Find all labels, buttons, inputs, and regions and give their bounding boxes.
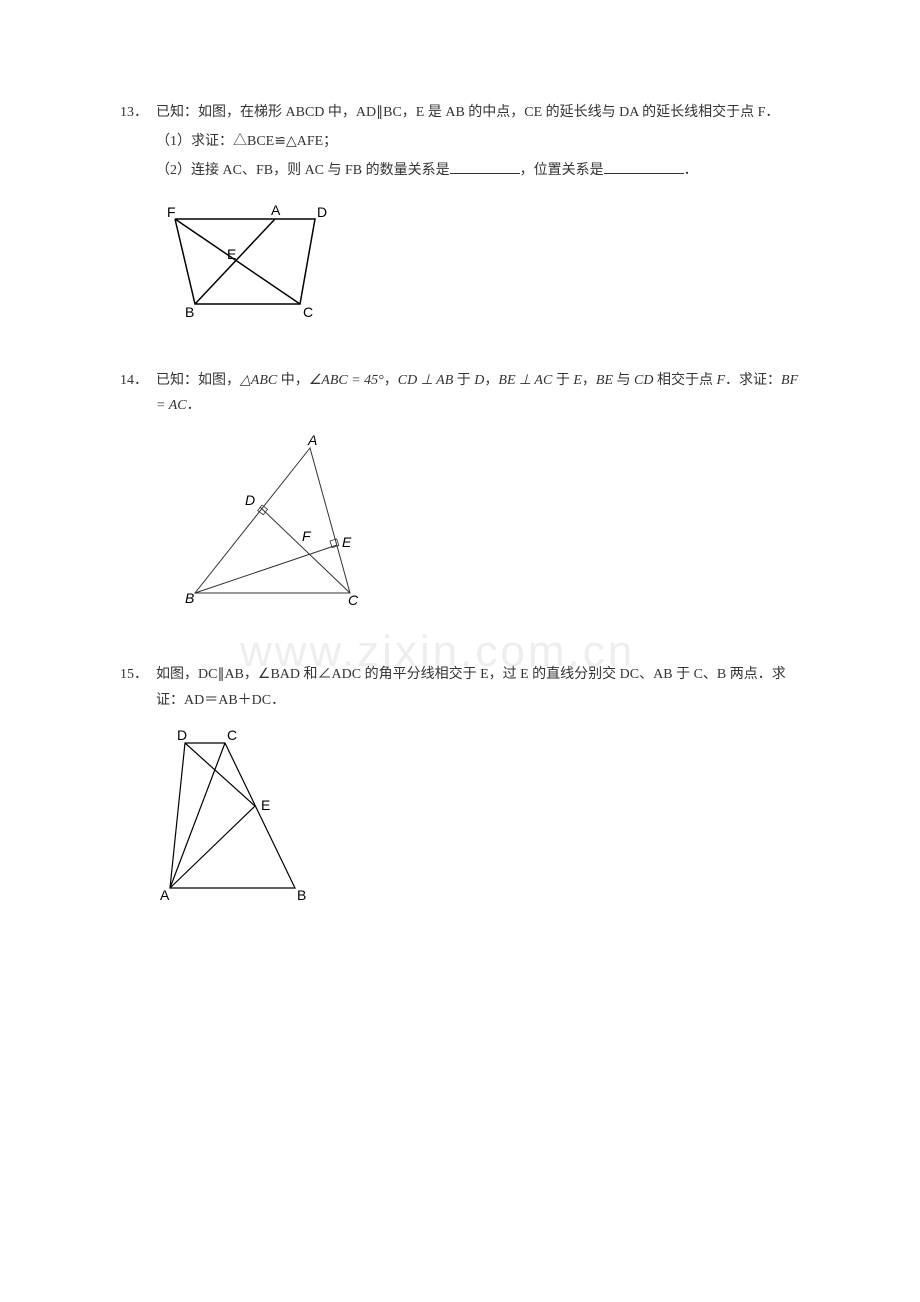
problem-number: 15． [120,662,148,712]
svg-text:F: F [167,204,176,220]
svg-text:D: D [245,492,255,508]
figure-13: F A D B C E [155,199,800,328]
svg-text:B: B [185,304,194,319]
figure-14: A B C D E F [180,433,800,622]
blank-1 [450,159,520,174]
blank-2 [604,159,684,174]
figure-15: D C A B E [155,728,800,917]
svg-text:A: A [271,202,281,218]
svg-text:B: B [297,887,306,903]
problem-number: 13． [120,100,148,184]
svg-text:B: B [185,590,194,606]
problem-14: 14． 已知：如图，△ABC 中，∠ABC = 45°，CD ⊥ AB 于 D，… [120,368,800,623]
svg-text:E: E [342,534,352,550]
svg-text:D: D [317,204,327,220]
svg-text:D: D [177,728,187,743]
svg-text:C: C [303,304,313,319]
problem-13: 13． 已知：如图，在梯形 ABCD 中，AD∥BC，E 是 AB 的中点，CE… [120,100,800,328]
svg-text:E: E [261,797,270,813]
sub-question-1: （1）求证：△BCE≌△AFE； [156,129,800,154]
svg-text:F: F [302,528,312,544]
svg-text:E: E [227,246,236,262]
svg-text:A: A [307,433,317,448]
svg-text:C: C [227,728,237,743]
problem-statement: 已知：如图，在梯形 ABCD 中，AD∥BC，E 是 AB 的中点，CE 的延长… [156,100,800,125]
svg-text:A: A [160,887,170,903]
problem-number: 14． [120,368,148,418]
problem-statement: 已知：如图，△ABC 中，∠ABC = 45°，CD ⊥ AB 于 D，BE ⊥… [156,368,800,418]
sub-question-2: （2）连接 AC、FB，则 AC 与 FB 的数量关系是，位置关系是． [156,158,800,183]
problem-15: 15． 如图，DC∥AB，∠BAD 和∠ADC 的角平分线相交于 E，过 E 的… [120,662,800,917]
svg-text:C: C [348,592,359,608]
problem-statement: 如图，DC∥AB，∠BAD 和∠ADC 的角平分线相交于 E，过 E 的直线分别… [156,662,800,712]
